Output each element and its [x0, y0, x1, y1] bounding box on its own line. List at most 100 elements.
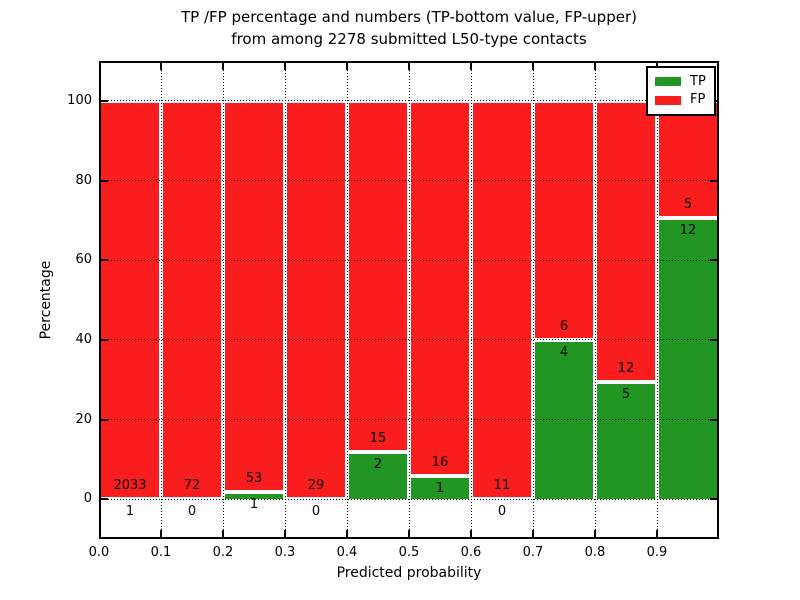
tick-mark	[408, 63, 410, 70]
y-tick-label: 60	[75, 252, 92, 268]
fp-bar-segment	[471, 100, 533, 500]
legend-item-tp: TP	[655, 73, 707, 89]
legend-label-tp: TP	[690, 73, 706, 89]
tick-mark	[160, 530, 162, 537]
fp-count-label: 6	[559, 318, 569, 334]
tick-mark	[222, 63, 224, 70]
x-tick-label: 0.6	[460, 545, 482, 560]
tick-mark	[656, 530, 658, 537]
tick-mark	[101, 418, 108, 421]
legend-item-fp: FP	[655, 93, 707, 107]
plot-area: 2033 1 72 0 53 1 29 0 15 2 16 1 11 0 6 4 12 5 5 12	[99, 61, 719, 539]
tick-mark	[101, 179, 108, 182]
x-tick-label: 0.0	[88, 545, 110, 560]
tick-mark	[101, 259, 108, 262]
legend: TP FP	[646, 66, 716, 116]
grid-line-horizontal	[99, 419, 719, 420]
tick-mark	[710, 259, 717, 262]
x-axis-label: Predicted probability	[336, 565, 482, 581]
x-tick-label: 0.8	[584, 545, 606, 560]
grid-line-vertical	[408, 61, 410, 539]
grid-line-vertical	[284, 61, 286, 539]
fp-count-label: 12	[617, 361, 635, 376]
tick-mark	[101, 99, 108, 102]
tick-mark	[470, 530, 472, 537]
y-tick-label: 20	[75, 411, 92, 427]
axis-spine-left	[99, 61, 101, 539]
chart-title: TP /FP percentage and numbers (TP-bottom…	[99, 6, 719, 50]
tp-count-label: 0	[187, 504, 197, 520]
tick-mark	[408, 530, 410, 537]
grid-line-vertical	[346, 61, 348, 539]
grid-line-vertical	[532, 61, 534, 539]
fp-bar-segment	[409, 100, 471, 476]
y-axis-label: Percentage	[38, 260, 54, 340]
tick-mark	[101, 338, 108, 341]
fp-color-swatch	[655, 95, 681, 105]
tp-bar-segment	[223, 491, 285, 500]
tick-mark	[222, 530, 224, 537]
fp-bar-segment	[533, 100, 595, 340]
x-tick-label: 0.2	[212, 545, 234, 560]
tp-bar-segment	[409, 475, 471, 500]
tick-mark	[532, 530, 534, 537]
chart-title-line1: TP /FP percentage and numbers (TP-bottom…	[181, 8, 637, 26]
fp-count-label: 11	[493, 478, 511, 494]
grid-line-vertical	[594, 61, 596, 539]
x-tick-label: 0.4	[336, 545, 358, 560]
tick-mark	[594, 530, 596, 537]
y-tick-label: 80	[75, 172, 92, 188]
tp-count-label: 12	[679, 222, 697, 238]
tick-mark	[284, 63, 286, 70]
grid-line-vertical	[160, 61, 162, 539]
fp-count-label: 53	[245, 470, 263, 486]
x-tick-label: 0.9	[646, 545, 668, 560]
tp-count-label: 1	[249, 496, 259, 512]
grid-line-vertical	[656, 61, 658, 539]
tp-count-label: 4	[559, 344, 569, 360]
legend-label-fp: FP	[690, 92, 706, 108]
fp-count-label: 29	[307, 478, 325, 494]
axis-spine-right	[717, 61, 719, 539]
tick-mark	[710, 418, 717, 421]
tp-count-label: 0	[311, 504, 321, 520]
fp-bar-segment	[99, 100, 161, 499]
tick-mark	[346, 530, 348, 537]
grid-line-horizontal	[99, 180, 719, 181]
fp-count-label: 72	[183, 478, 201, 494]
tick-mark	[532, 63, 534, 70]
tp-count-label: 5	[621, 387, 631, 402]
fp-bar-segment	[161, 100, 223, 500]
x-tick-label: 0.5	[398, 545, 420, 560]
fp-bar-segment	[595, 100, 657, 382]
x-tick-label: 0.1	[150, 545, 172, 560]
tick-mark	[160, 63, 162, 70]
tp-color-swatch	[655, 77, 681, 87]
tick-mark	[470, 63, 472, 70]
axis-spine-bottom	[99, 537, 719, 539]
fp-bar-segment	[347, 100, 409, 453]
fp-count-label: 16	[431, 454, 449, 470]
tick-mark	[346, 63, 348, 70]
tp-bar-segment	[595, 382, 657, 500]
y-tick-label: 100	[67, 92, 92, 108]
chart-title-line2: from among 2278 submitted L50-type conta…	[231, 30, 587, 48]
x-tick-label: 0.7	[522, 545, 544, 560]
grid-line-horizontal	[99, 259, 719, 261]
fp-count-label: 2033	[113, 477, 147, 493]
tick-mark	[101, 498, 108, 501]
grid-line-vertical	[222, 61, 224, 539]
tick-mark	[594, 63, 596, 70]
fp-bar-segment	[657, 100, 719, 218]
tick-mark	[710, 498, 717, 501]
grid-line-horizontal	[99, 339, 719, 341]
tick-mark	[710, 338, 717, 341]
axis-spine-top	[99, 61, 719, 63]
grid-line-horizontal	[99, 100, 719, 102]
x-tick-label: 0.3	[274, 545, 296, 560]
fp-bar-segment	[285, 100, 347, 500]
fp-count-label: 15	[369, 431, 387, 447]
tp-count-label: 2	[373, 457, 383, 473]
fp-count-label: 5	[683, 196, 693, 212]
